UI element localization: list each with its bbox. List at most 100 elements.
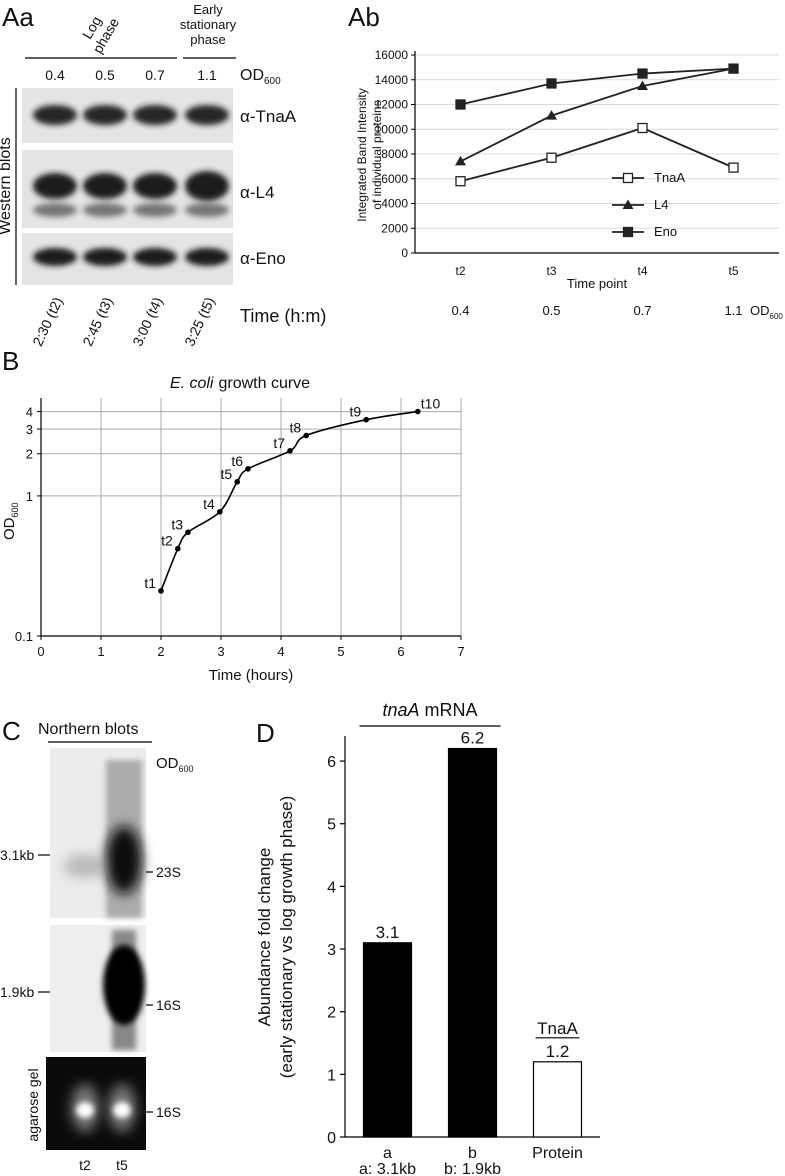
blot-band (185, 171, 229, 201)
data-label: 3.1 (376, 923, 400, 942)
od-value: 0.4 (451, 303, 469, 318)
od-value: 1.1 (724, 303, 742, 318)
x-tick-label: a (383, 1145, 392, 1162)
y-tick-label: 4000 (381, 197, 408, 211)
marker (728, 63, 739, 74)
y-tick-label: 5 (327, 817, 336, 834)
size-label: 3.1kb (0, 847, 34, 863)
bar (447, 747, 498, 1138)
lane-label: t2 (79, 1157, 91, 1173)
chart-title: E. coli growth curve (170, 375, 310, 392)
od-label: OD600 (750, 303, 783, 321)
x-axis-label: Time point (567, 276, 628, 291)
y-axis-label: (early stationary vs log growth phase) (277, 796, 296, 1079)
od-value: 0.5 (542, 303, 560, 318)
y-tick-label: 3 (327, 942, 336, 959)
category-note: b: 1.9kb (444, 1161, 501, 1176)
gel-band (113, 1102, 131, 1118)
data-point (217, 509, 223, 515)
gel-label: agarose gel (25, 1068, 41, 1141)
fit-line (160, 410, 418, 592)
y-tick-label: 1 (327, 1067, 336, 1084)
od-label-sub: 600 (770, 312, 784, 321)
od-value: 0.5 (95, 67, 115, 83)
time-label: 2:45 (t3) (79, 295, 116, 349)
legend-label: TnaA (654, 170, 685, 185)
point-label: t5 (221, 466, 233, 482)
marker (637, 80, 648, 90)
y-tick-label: 2 (327, 1005, 336, 1022)
panel-label: C (2, 716, 21, 746)
marker (546, 152, 557, 163)
blot-band (185, 203, 229, 217)
panel-label: B (2, 346, 19, 376)
x-tick-label: 3 (217, 644, 224, 659)
phase-label: Early (193, 2, 223, 17)
data-point (175, 545, 181, 552)
od-label-main: OD (750, 303, 770, 318)
y-axis-label: Integrated Band Intensity (355, 88, 369, 221)
marker (546, 110, 557, 120)
size-label: 1.9kb (0, 984, 34, 1000)
blot-band (133, 173, 177, 199)
rrna-label: 16S (156, 1104, 181, 1120)
marker (455, 176, 466, 187)
data-point (245, 466, 251, 472)
point-label: t1 (144, 575, 156, 591)
y-tick-label: 2 (26, 447, 33, 462)
data-point (234, 479, 240, 485)
blot-band (83, 248, 127, 266)
x-tick-label: 4 (277, 644, 284, 659)
marker (455, 99, 466, 110)
od-label: OD600 (240, 67, 281, 87)
series-line (460, 127, 734, 183)
blot-title: Northern blots (38, 721, 139, 738)
data-point (415, 408, 421, 415)
od-value: 1.1 (197, 67, 217, 83)
group-label-italic: tnaA (382, 700, 419, 720)
point-label: t7 (273, 435, 285, 451)
blot-band (33, 173, 77, 199)
y-tick-label: 0 (401, 246, 408, 260)
marker (546, 78, 557, 89)
y-tick-label: 16000 (375, 48, 409, 62)
x-tick-label: t5 (728, 264, 738, 278)
x-tick-label: 1 (97, 644, 104, 659)
x-axis-label: Time (hours) (209, 667, 293, 684)
protein-label: TnaA (537, 1019, 578, 1038)
marker (637, 68, 648, 79)
antibody-label: α-Eno (240, 249, 286, 268)
y-axis-label-sub: 600 (10, 502, 20, 517)
x-tick-label: t3 (546, 264, 556, 278)
panel-label: D (256, 718, 275, 748)
x-tick-label: 5 (337, 644, 344, 659)
bar (532, 1061, 583, 1138)
blot-band (185, 248, 229, 266)
y-tick-label: 1 (26, 489, 33, 504)
x-tick-label: 2 (157, 644, 164, 659)
group-label-text: mRNA (425, 700, 478, 720)
legend-label: Eno (654, 224, 677, 239)
data-point (287, 447, 293, 454)
blot-band (133, 248, 177, 266)
antibody-label: α-L4 (240, 183, 274, 202)
y-tick-label: 12000 (375, 98, 409, 112)
lane-label: t5 (116, 1157, 128, 1173)
x-tick-label: t2 (455, 264, 465, 278)
time-axis-label: Time (h:m) (240, 306, 326, 326)
blot-band (63, 854, 107, 878)
y-axis-label: Abundance fold change (255, 848, 274, 1027)
point-label: t4 (203, 496, 215, 512)
phase-label: phase (190, 32, 225, 47)
y-tick-label: 4 (26, 405, 33, 420)
od-value: 0.7 (633, 303, 651, 318)
od-label-main: OD (156, 755, 179, 772)
blot-band (83, 203, 127, 217)
data-label: 1.2 (546, 1042, 570, 1061)
time-label: 2:30 (t2) (29, 295, 66, 349)
chart-title-text: growth curve (218, 375, 310, 392)
blot-band (33, 105, 77, 125)
blot-band (133, 105, 177, 125)
bar (362, 942, 413, 1138)
